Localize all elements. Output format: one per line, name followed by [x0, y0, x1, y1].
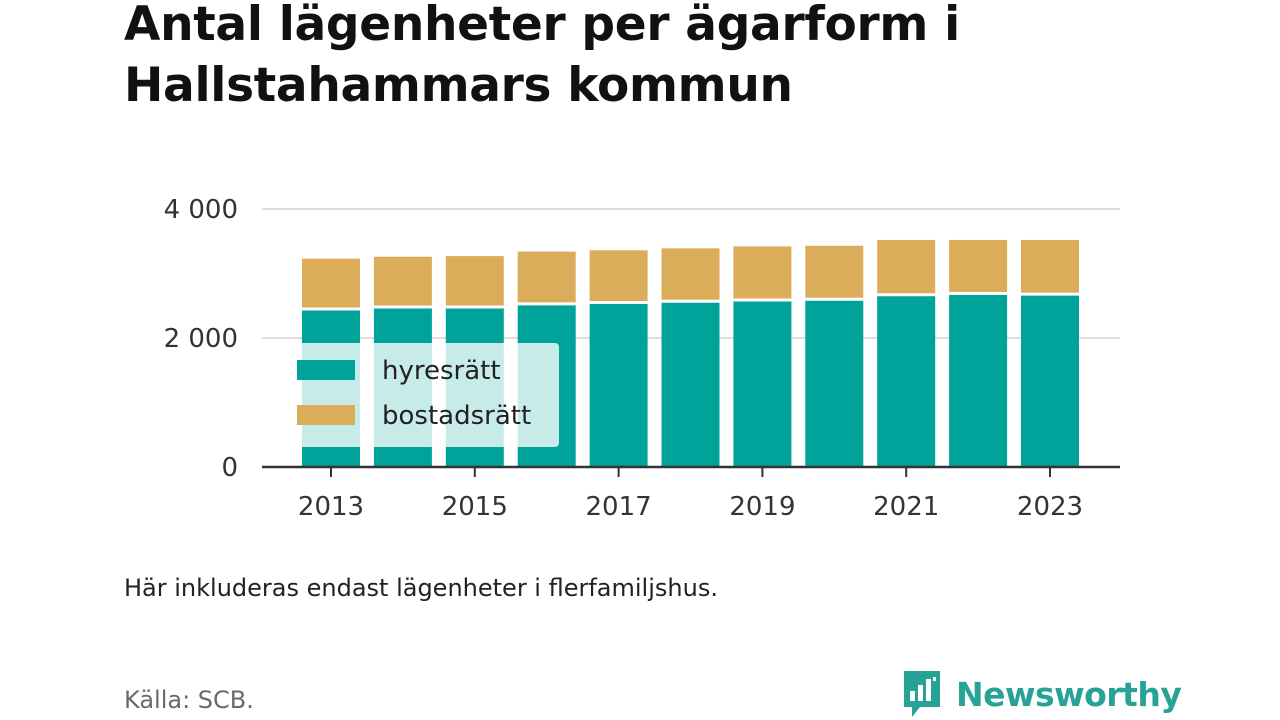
bar-hyresratt — [733, 299, 792, 467]
x-tick-label: 2021 — [873, 492, 939, 522]
bar-hyresratt — [1021, 294, 1079, 467]
bar-bostadsratt — [661, 248, 720, 301]
bar-bostadsratt — [445, 256, 504, 307]
legend-swatch — [297, 405, 355, 425]
y-tick-label: 2 000 — [164, 324, 238, 354]
x-tick-label: 2013 — [298, 492, 364, 522]
chart-note: Här inkluderas endast lägenheter i flerf… — [124, 574, 718, 602]
bar-bostadsratt — [733, 246, 792, 299]
legend-label: bostadsrätt — [382, 401, 531, 431]
bar-bostadsratt — [517, 251, 576, 303]
bar-bostadsratt — [949, 239, 1008, 293]
bar-hyresratt — [589, 302, 648, 467]
x-tick-label: 2019 — [729, 492, 795, 522]
legend: hyresrätt bostadsrätt — [281, 343, 559, 447]
y-tick-label: 0 — [221, 453, 238, 483]
x-tick-label: 2017 — [586, 492, 652, 522]
bar-bostadsratt — [805, 245, 864, 299]
bar-hyresratt — [949, 293, 1008, 467]
source-text: Källa: SCB. — [124, 686, 254, 714]
legend-swatch — [297, 360, 355, 380]
bar-bostadsratt — [877, 239, 936, 294]
brand-logo: Newsworthy — [902, 671, 1182, 717]
axes: 0 2 000 4 000 2013 2015 2017 2019 2021 2023 — [164, 195, 1120, 522]
bar-bostadsratt — [302, 258, 360, 308]
bar-hyresratt — [661, 301, 720, 467]
bar-bostadsratt — [373, 256, 432, 307]
bar-hyresratt — [877, 294, 936, 467]
brand-name: Newsworthy — [956, 674, 1182, 714]
x-tick-label: 2023 — [1017, 492, 1083, 522]
newsworthy-logo-icon — [904, 671, 940, 717]
legend-label: hyresrätt — [382, 356, 501, 386]
x-tick-label: 2015 — [442, 492, 508, 522]
bar-hyresratt — [805, 299, 864, 467]
bar-bostadsratt — [589, 250, 648, 302]
chart-title: Antal lägenheter per ägarform i Hallstah… — [124, 0, 960, 113]
y-tick-label: 4 000 — [164, 195, 238, 225]
bar-bostadsratt — [1021, 239, 1079, 294]
